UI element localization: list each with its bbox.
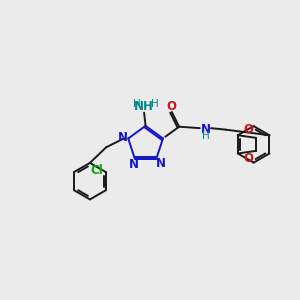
Text: H: H — [133, 99, 141, 109]
Text: Cl: Cl — [90, 164, 103, 177]
Text: H: H — [151, 99, 158, 109]
Text: N: N — [118, 131, 128, 144]
Text: N: N — [156, 157, 166, 170]
Text: H: H — [202, 131, 210, 141]
Text: O: O — [243, 152, 253, 165]
Text: O: O — [243, 123, 253, 136]
Text: N: N — [201, 123, 211, 136]
Text: N: N — [128, 158, 138, 171]
Text: NH: NH — [134, 100, 154, 113]
Text: O: O — [167, 100, 177, 112]
